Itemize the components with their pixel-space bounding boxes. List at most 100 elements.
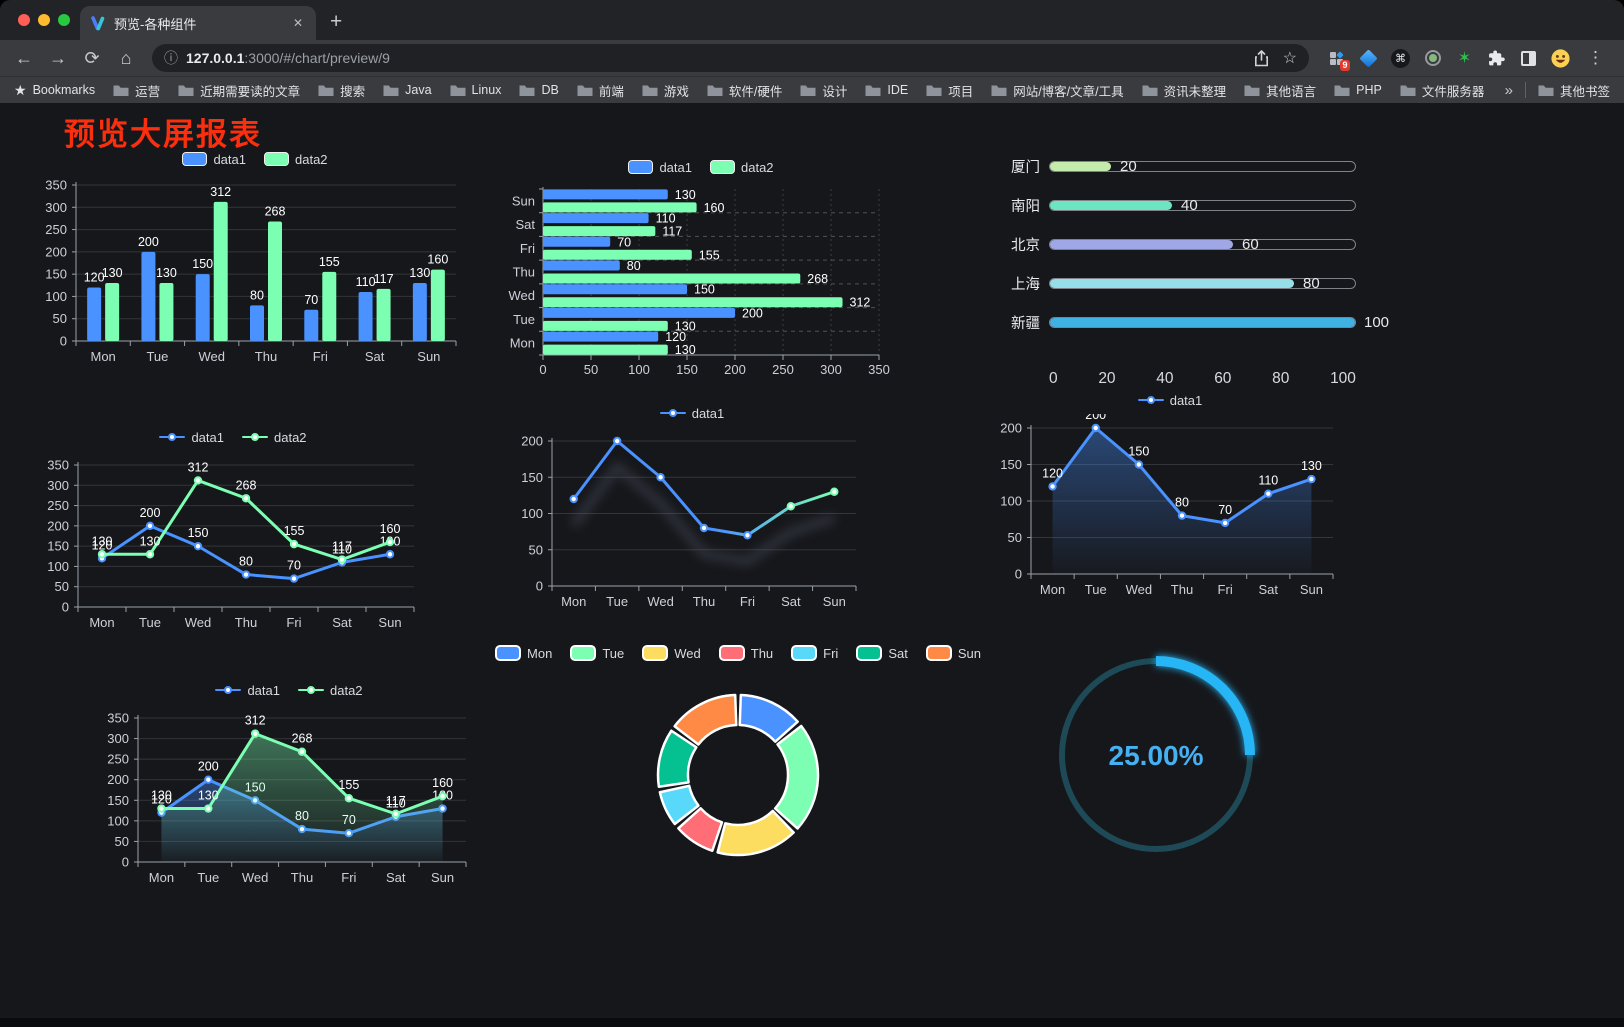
- back-button[interactable]: ←: [15, 47, 33, 68]
- extensions-puzzle-icon[interactable]: [1487, 49, 1506, 68]
- forward-button[interactable]: →: [49, 47, 67, 68]
- bookmark-folder[interactable]: 设计: [800, 81, 847, 100]
- site-info-icon[interactable]: ⓘ: [164, 50, 178, 66]
- legend-item[interactable]: data1: [628, 160, 692, 175]
- progress-track[interactable]: 60: [1049, 236, 1356, 253]
- donut-chart[interactable]: Mon Tue Wed Thu Fri Sat Sun: [495, 641, 981, 883]
- legend-item[interactable]: data1: [659, 406, 724, 421]
- svg-text:Tue: Tue: [197, 870, 219, 885]
- svg-text:Sun: Sun: [823, 594, 846, 609]
- legend-item[interactable]: data1: [215, 683, 280, 698]
- bookmark-folder[interactable]: 近期需要读的文章: [178, 81, 300, 100]
- bookmark-folder[interactable]: PHP: [1334, 83, 1382, 97]
- bookmark-folder[interactable]: 游戏: [642, 81, 689, 100]
- area-two-series-canvas[interactable]: 0 50 100 150 200 250 300 350 Mon Tue Wed Thu Fri Sat S…: [100, 704, 478, 900]
- bookmark-label: 近期需要读的文章: [200, 84, 301, 99]
- progress-track[interactable]: 20: [1049, 158, 1356, 175]
- progress-track[interactable]: 40: [1049, 197, 1356, 214]
- bookmarks-overflow-chevron[interactable]: »: [1504, 81, 1513, 99]
- side-panel-icon[interactable]: [1519, 49, 1538, 68]
- bookmarks-star-icon[interactable]: ★: [14, 81, 27, 98]
- window-minimize-button[interactable]: [38, 14, 50, 26]
- two-series-area-chart[interactable]: data1 data2 0 50 100 150 200 250 300 350 Mon Tue Wed…: [100, 678, 478, 900]
- home-button[interactable]: ⌂: [120, 47, 132, 68]
- legend-item[interactable]: Fri: [791, 645, 838, 661]
- extension-recorder-icon[interactable]: [1423, 49, 1442, 68]
- legend-item[interactable]: Thu: [718, 645, 773, 661]
- legend-item[interactable]: data2: [242, 430, 307, 445]
- two-series-line-chart[interactable]: data1 data2 0 50 100 150 200 250 300 350 Mon Tue Wed…: [42, 425, 424, 641]
- bookmark-folder[interactable]: 网站/博客/文章/工具: [991, 81, 1124, 100]
- bookmark-label: 运营: [135, 84, 161, 99]
- bookmark-folder[interactable]: IDE: [865, 83, 908, 97]
- bookmark-folder[interactable]: Linux: [450, 83, 501, 97]
- reload-button[interactable]: ⟳: [84, 47, 100, 68]
- bookmark-folder[interactable]: 项目: [926, 81, 973, 100]
- city-progress-chart[interactable]: 厦门 20 南阳 40 北京 60 上海 80 新疆 100 0 20 40 60 80 100: [1000, 158, 1389, 388]
- extension-star-icon[interactable]: ✶: [1457, 50, 1472, 67]
- bookmark-folder[interactable]: 软件/硬件: [707, 81, 782, 100]
- address-bar[interactable]: ⓘ 127.0.0.1:3000/#/chart/preview/9 ☆: [152, 44, 1309, 72]
- legend-item[interactable]: data1: [1137, 393, 1202, 408]
- extension-command-icon[interactable]: ⌘: [1391, 48, 1410, 68]
- line-gradient-canvas[interactable]: 0 50 100 150 200 Mon Tue Wed Thu Fri Sat Sun: [518, 427, 866, 622]
- extension-adblock-icon[interactable]: 9: [1327, 49, 1350, 71]
- svg-text:Sat: Sat: [386, 870, 406, 885]
- browser-tab[interactable]: 预览-各种组件 ✕: [80, 6, 316, 40]
- bookmark-folder[interactable]: 运营: [113, 81, 160, 100]
- legend-item[interactable]: data1: [182, 152, 246, 167]
- horizontal-bar-chart[interactable]: data1 data2 0 50 100 150 200 250 300 350 Mon Tue Wed…: [505, 155, 897, 385]
- profile-avatar[interactable]: [1551, 48, 1570, 68]
- extension-gem-icon[interactable]: [1359, 48, 1378, 68]
- svg-text:300: 300: [47, 478, 69, 493]
- svg-text:Sun: Sun: [1300, 582, 1323, 597]
- blue-area-line-chart[interactable]: data1 0 50 100 150 200 Mon Tue Wed Thu Fri Sat Sun 12…: [995, 388, 1345, 608]
- svg-text:Wed: Wed: [1126, 582, 1153, 597]
- legend-item[interactable]: Wed: [642, 645, 701, 661]
- bookmark-folder[interactable]: DB: [519, 83, 559, 97]
- folder-icon: [1244, 85, 1260, 96]
- svg-text:120: 120: [151, 793, 172, 807]
- line-area-blue-canvas[interactable]: 0 50 100 150 200 Mon Tue Wed Thu Fri Sat Sun 120 200 1…: [995, 414, 1345, 608]
- legend-item[interactable]: Sun: [925, 645, 981, 661]
- chart-legend: data1 data2: [100, 678, 478, 702]
- bookmark-folder[interactable]: 资讯未整理: [1142, 81, 1226, 100]
- legend-item[interactable]: data2: [298, 683, 363, 698]
- new-tab-button[interactable]: +: [330, 10, 343, 33]
- legend-item[interactable]: data2: [264, 152, 328, 167]
- bookmark-folder[interactable]: 搜索: [318, 81, 365, 100]
- svg-text:Sat: Sat: [365, 349, 385, 364]
- gauge-percent-canvas[interactable]: 25.00%: [1046, 647, 1266, 867]
- bookmark-folder[interactable]: 其他语言: [1244, 81, 1316, 100]
- line-two-series-canvas[interactable]: 0 50 100 150 200 250 300 350 Mon Tue Wed Thu Fri Sat S…: [42, 451, 424, 641]
- other-bookmarks-folder[interactable]: 其他书签: [1538, 81, 1610, 100]
- gradient-line-chart[interactable]: data1 0 50 100 150 200 Mon Tue Wed Thu Fri Sat Sun: [518, 401, 866, 622]
- folder-icon: [1400, 85, 1416, 96]
- legend-item[interactable]: Mon: [495, 645, 552, 661]
- svg-text:150: 150: [676, 362, 698, 377]
- gauge-chart[interactable]: 25.00%: [1046, 647, 1266, 867]
- bookmark-folder[interactable]: Java: [383, 83, 432, 97]
- hbar-grouped-canvas[interactable]: 0 50 100 150 200 250 300 350 Mon Tue Wed Thu Fri Sat S…: [505, 181, 897, 385]
- window-zoom-button[interactable]: [58, 14, 70, 26]
- grouped-bar-chart[interactable]: data1 data2 0 50 100 150 200 250 300 350 Mon Tue Wed…: [42, 147, 468, 373]
- progress-track[interactable]: 80: [1049, 275, 1356, 292]
- legend-item[interactable]: Sat: [856, 645, 908, 661]
- bar-grouped-canvas[interactable]: 0 50 100 150 200 250 300 350 Mon Tue Wed Thu Fri Sat S…: [42, 173, 468, 373]
- bookmark-folder[interactable]: 文件服务器: [1400, 81, 1484, 100]
- legend-item[interactable]: Tue: [570, 645, 624, 661]
- legend-item[interactable]: data1: [159, 430, 224, 445]
- window-close-button[interactable]: [18, 14, 30, 26]
- progress-track[interactable]: 100: [1049, 314, 1389, 331]
- browser-menu-icon[interactable]: ⋮: [1587, 48, 1604, 67]
- share-icon[interactable]: [1254, 49, 1269, 67]
- url-text[interactable]: 127.0.0.1:3000/#/chart/preview/9: [186, 50, 1246, 66]
- svg-text:250: 250: [47, 498, 69, 513]
- tab-close-icon[interactable]: ✕: [292, 16, 303, 30]
- legend-item[interactable]: data2: [710, 160, 774, 175]
- bookmark-star-icon[interactable]: ☆: [1282, 50, 1297, 67]
- svg-text:250: 250: [772, 362, 794, 377]
- bookmarks-root-label[interactable]: Bookmarks: [32, 83, 96, 97]
- bookmark-folder[interactable]: 前端: [577, 81, 624, 100]
- donut-week-canvas[interactable]: [545, 667, 931, 883]
